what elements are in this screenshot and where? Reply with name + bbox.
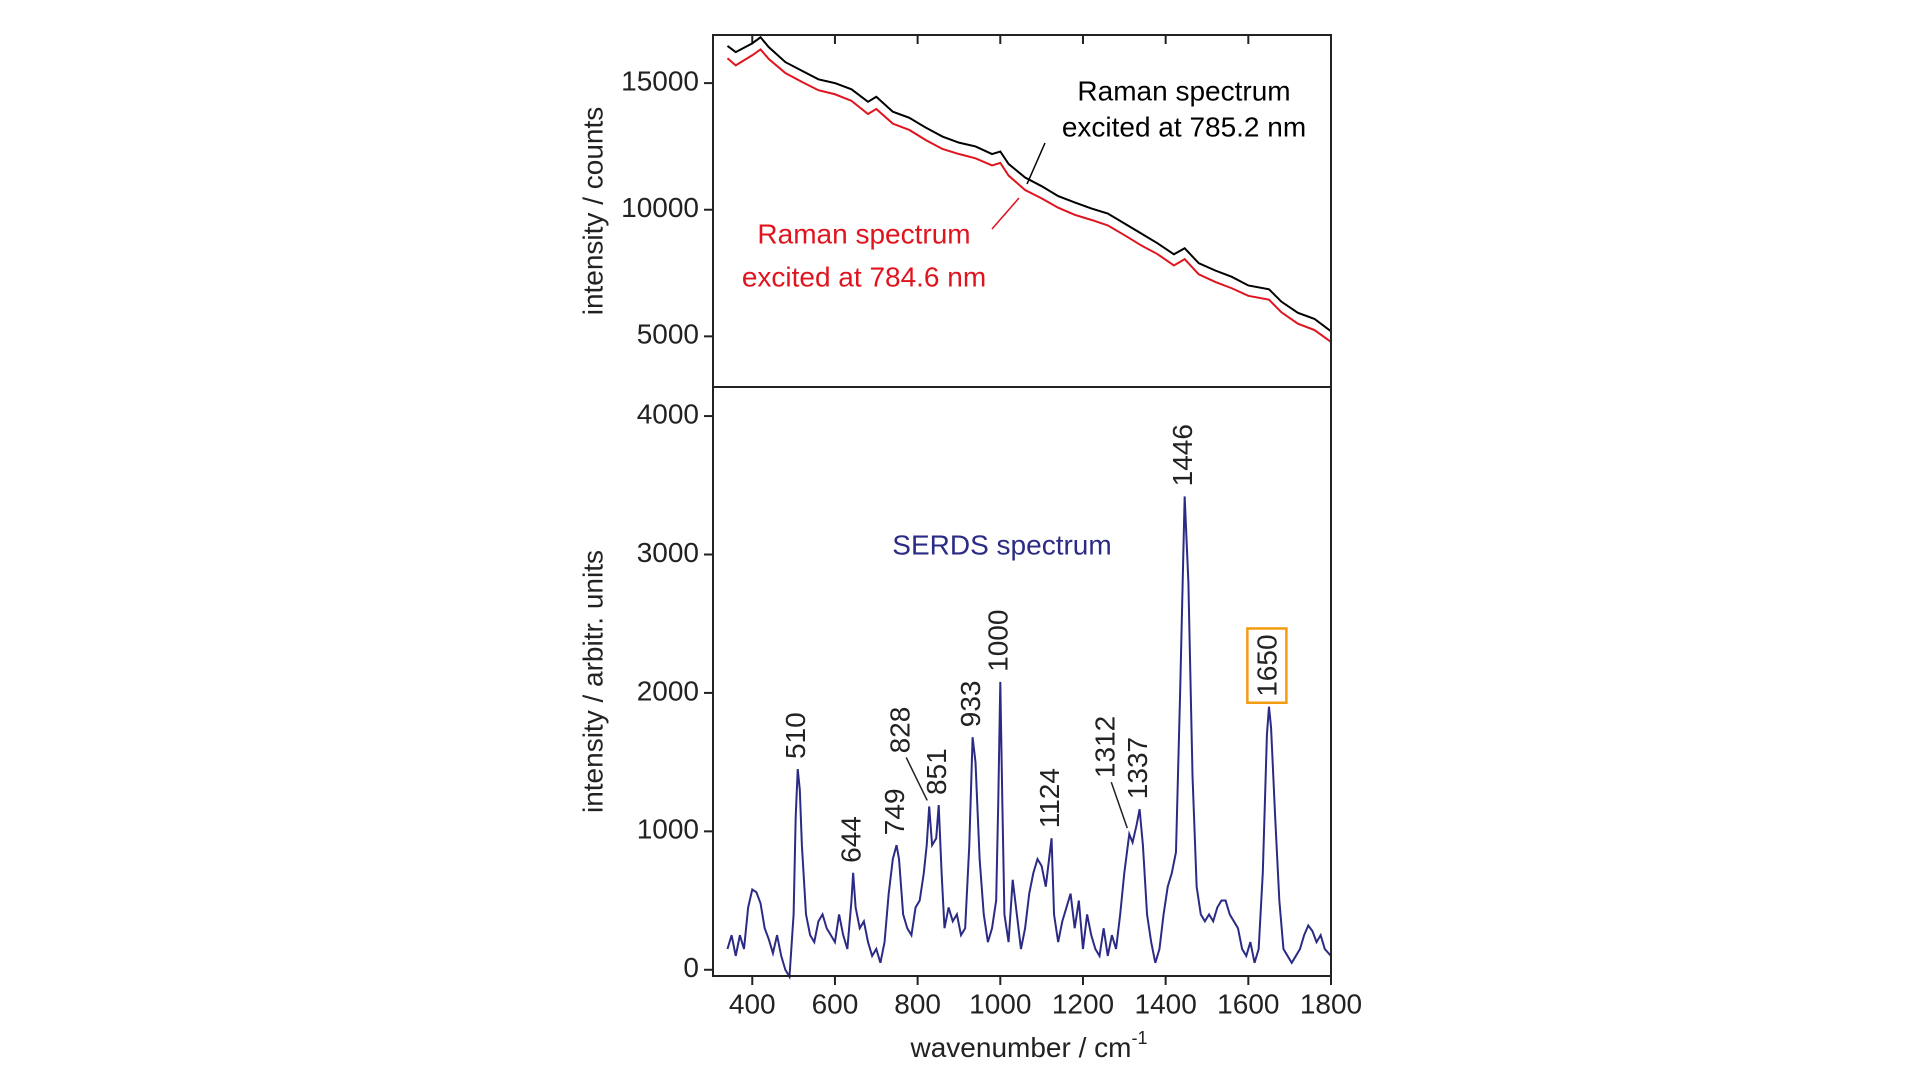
x-tick-label: 600: [812, 988, 859, 1019]
y-axis-label: intensity / counts: [577, 107, 608, 316]
x-tick-label: 1000: [969, 988, 1031, 1019]
peak-label-text: 933: [955, 680, 986, 727]
peak-label-text: 1312: [1090, 716, 1121, 778]
peak-label: 933: [955, 680, 986, 727]
peak-label-text: 851: [921, 748, 952, 795]
peak-leader: [905, 757, 928, 801]
peak-label-text: 1337: [1122, 737, 1153, 799]
series-label: excited at 784.6 nm: [742, 261, 986, 292]
series-label: excited at 785.2 nm: [1062, 111, 1306, 142]
x-tick-label: 1800: [1300, 988, 1362, 1019]
peak-label: 749: [879, 788, 910, 835]
x-tick-label: 1200: [1052, 988, 1114, 1019]
peak-label-text: 828: [885, 707, 916, 754]
y-tick-label: 4000: [637, 398, 699, 429]
y-tick-label: 15000: [621, 66, 699, 97]
label-leader: [1026, 142, 1046, 185]
y-tick-label: 10000: [621, 192, 699, 223]
peak-label: 1124: [1034, 768, 1065, 828]
y-tick-label: 2000: [637, 675, 699, 706]
y-tick-label: 0: [683, 952, 699, 983]
peak-label: 828: [885, 707, 916, 754]
peak-label-text: 749: [879, 788, 910, 835]
series-label: SERDS spectrum: [892, 529, 1111, 560]
x-tick-label: 1400: [1135, 988, 1197, 1019]
x-tick-label: 800: [894, 988, 941, 1019]
peak-leader: [1110, 781, 1128, 829]
peak-label: 1312: [1090, 716, 1121, 778]
x-tick-label: 400: [729, 988, 776, 1019]
series-label: Raman spectrum: [1077, 75, 1290, 106]
y-tick-label: 5000: [637, 319, 699, 350]
x-axis-label-superscript: -1: [1131, 1028, 1147, 1048]
y-tick-label: 1000: [637, 814, 699, 845]
x-axis-label-text: wavenumber / cm: [910, 1032, 1132, 1063]
y-axis-label: intensity / arbitr. units: [577, 550, 608, 813]
peak-label: 1337: [1122, 737, 1153, 799]
peak-label: 1000: [983, 610, 1014, 672]
spectrum-line: [726, 35, 1332, 333]
peak-label: 1650: [1246, 627, 1288, 705]
peak-label-text: 1446: [1167, 424, 1198, 486]
peak-label-text: 1000: [983, 610, 1014, 672]
peak-label: 510: [780, 712, 811, 759]
peak-label-text: 510: [780, 712, 811, 759]
y-tick-label: 3000: [637, 537, 699, 568]
label-leader: [991, 197, 1020, 230]
spectrum-line: [726, 48, 1332, 343]
peak-label: 851: [921, 748, 952, 795]
x-tick-label: 1600: [1217, 988, 1279, 1019]
peak-label: 1446: [1167, 424, 1198, 486]
peak-label-text: 1124: [1034, 768, 1065, 828]
peak-label: 644: [836, 816, 867, 863]
plot-frame: [712, 386, 1332, 977]
peak-highlight-box: [1246, 627, 1288, 705]
spectrum-line: [726, 496, 1332, 980]
x-axis-label: wavenumber / cm-1: [910, 1028, 1148, 1064]
peak-label-text: 1650: [1251, 634, 1282, 696]
peak-label-text: 644: [836, 816, 867, 863]
series-label: Raman spectrum: [757, 218, 970, 249]
